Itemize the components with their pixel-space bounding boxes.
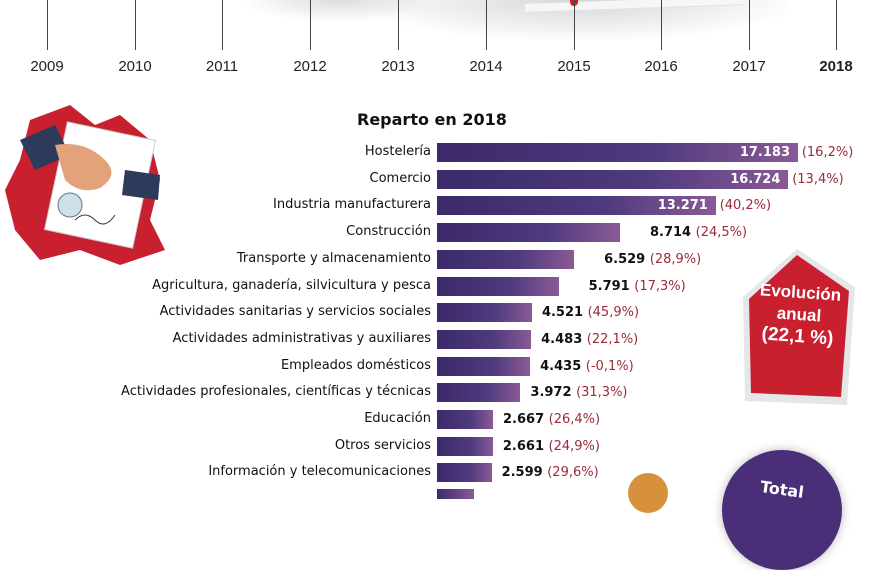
change-label: (13,4%): [792, 171, 844, 187]
bar-annotation: 2.599 (29,6%): [502, 463, 599, 482]
evolution-badge-text: Evolución anual (22,1 %): [733, 278, 865, 353]
change-label: (29,6%): [547, 465, 599, 481]
value-label: 4.435: [540, 358, 582, 374]
timeline-graphic-left-shadow: [240, 0, 440, 22]
category-label: Hostelería: [364, 144, 431, 159]
value-label: 2.661: [502, 438, 544, 454]
bar: [437, 196, 716, 216]
handshake-map-illustration: [5, 105, 165, 265]
bar-annotation: 5.791 (17,3%): [589, 277, 686, 296]
year-tick: [398, 0, 399, 50]
category-label: Educación: [364, 411, 431, 426]
bar: [437, 223, 620, 243]
year-label: 2017: [732, 58, 766, 75]
bar-annotation: 3.972 (31,3%): [530, 383, 627, 402]
change-label: (26,4%): [548, 412, 601, 427]
bar-annotation: 2.661 (24,9%): [503, 437, 600, 456]
category-label: Información y telecomunicaciones: [208, 464, 431, 480]
bar-annotation: 2.667 (26,4%): [503, 410, 600, 429]
year-tick: [836, 0, 837, 50]
change-label: (24,5%): [695, 225, 748, 241]
year-tick: [486, 0, 487, 50]
value-label: 3.972: [530, 385, 572, 401]
bar-annotation: 13.271 (40,2%): [657, 196, 771, 215]
change-label: (45,9%): [587, 305, 640, 321]
bar: [437, 329, 532, 349]
change-label: (17,3%): [634, 278, 686, 294]
value-label: 16.724: [730, 171, 781, 187]
change-label: (40,2%): [719, 198, 772, 214]
bar-annotation: 16.724 (13,4%): [730, 170, 843, 189]
bar: [437, 303, 532, 323]
bar-annotation: 4.435 (-0,1%): [540, 357, 634, 376]
value-label: 13.271: [657, 198, 708, 214]
category-label: Industria manufacturera: [273, 197, 431, 213]
change-label: (24,9%): [548, 438, 600, 454]
category-label: Empleados domésticos: [280, 357, 431, 373]
value-label: 4.483: [541, 331, 583, 347]
total-label: Total: [759, 477, 805, 502]
value-label: 4.521: [541, 305, 584, 321]
bar: [437, 463, 492, 483]
arrow-up-badge: [743, 249, 855, 405]
year-label: 2015: [557, 58, 591, 75]
value-label: 17.183: [739, 145, 790, 160]
year-label: 2012: [293, 58, 327, 75]
category-label: Actividades administrativas y auxiliares: [172, 330, 431, 346]
category-label: Transporte y almacenamiento: [236, 250, 431, 266]
bar-annotation: 4.483 (22,1%): [541, 330, 638, 349]
category-label: Otros servicios: [334, 437, 431, 453]
change-label: (31,3%): [576, 385, 628, 401]
year-label: 2011: [205, 58, 239, 75]
year-label: 2016: [644, 58, 678, 75]
year-tick: [222, 0, 223, 50]
bar: [437, 356, 531, 376]
bar-annotation: 4.521 (45,9%): [542, 303, 639, 322]
year-tick: [749, 0, 750, 50]
year-tick: [135, 0, 136, 50]
bar-annotation: 6.529 (28,9%): [604, 250, 701, 269]
bar: [437, 169, 789, 189]
bar-annotation: 8.714 (24,5%): [650, 223, 747, 242]
change-label: (28,9%): [649, 251, 702, 267]
year-label: 2010: [118, 58, 152, 75]
year-label: 2009: [30, 58, 64, 75]
value-label: 5.791: [588, 278, 630, 294]
year-label: 2018: [819, 58, 853, 75]
year-label: 2013: [381, 58, 415, 75]
year-label: 2014: [469, 58, 503, 75]
bar-partial: [437, 489, 474, 499]
category-label: Actividades profesionales, científicas y…: [121, 384, 431, 400]
category-label: Agricultura, ganadería, silvicultura y p…: [152, 277, 431, 293]
total-badge: Total: [722, 450, 842, 570]
bar: [437, 410, 493, 429]
value-label: 8.714: [649, 225, 692, 241]
value-label: 6.529: [604, 251, 646, 267]
year-tick: [661, 0, 662, 50]
bar: [437, 143, 798, 162]
change-label: (16,2%): [801, 145, 854, 160]
value-label: 2.599: [501, 465, 543, 481]
year-tick: [310, 0, 311, 50]
category-label: Construcción: [346, 224, 431, 240]
year-tick: [574, 0, 575, 50]
change-label: (22,1%): [586, 331, 639, 347]
year-tick: [47, 0, 48, 50]
change-label: (-0,1%): [585, 358, 634, 374]
bar: [437, 383, 521, 403]
category-label: Comercio: [369, 170, 431, 186]
category-label: Actividades sanitarias y servicios socia…: [159, 304, 431, 320]
bar: [437, 249, 575, 269]
chart-title: Reparto en 2018: [357, 110, 507, 129]
bar: [437, 436, 493, 456]
bar: [437, 276, 559, 296]
coin-stack-icon: [628, 473, 668, 513]
value-label: 2.667: [503, 412, 545, 427]
bar-annotation: 17.183 (16,2%): [739, 143, 853, 162]
